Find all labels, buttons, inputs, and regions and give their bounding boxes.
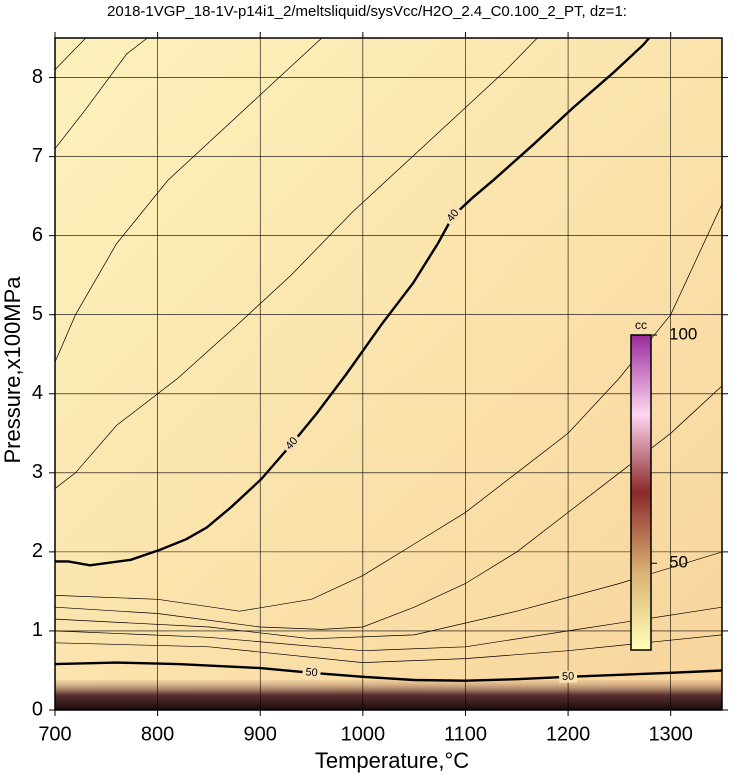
y-tick-label: 0: [32, 698, 43, 720]
contour-line: [55, 38, 538, 489]
colorbar-tick-label: 50: [669, 553, 688, 572]
y-tick-label: 3: [32, 461, 43, 483]
plot-background: [55, 38, 722, 710]
x-tick-label: 1200: [546, 723, 591, 745]
y-axis-label: Pressure,x100MPa: [0, 276, 25, 464]
contour-label-bg: [302, 666, 322, 680]
x-tick-label: 700: [38, 723, 71, 745]
dense-contour-band: [55, 680, 722, 710]
contour-label-bg: [281, 432, 303, 455]
contour-label-group: 50: [558, 670, 578, 684]
x-axis-label: Temperature,°C: [315, 748, 469, 773]
chart-title: 2018-1VGP_18-1V-p14i1_2/meltsliquid/sysV…: [107, 3, 627, 20]
colorbar-tick-label: 100: [669, 324, 697, 343]
y-tick-label: 2: [32, 540, 43, 562]
y-tick-label: 5: [32, 303, 43, 325]
contour-label-bg: [442, 205, 464, 227]
y-tick-label: 4: [32, 382, 43, 404]
contour-line: [55, 203, 722, 612]
contour-line: [55, 634, 722, 663]
x-tick-label: 900: [244, 723, 277, 745]
contour-line: [55, 551, 722, 640]
y-tick-label: 6: [32, 224, 43, 246]
y-tick-label: 8: [32, 66, 43, 88]
y-tick-label: 7: [32, 145, 43, 167]
x-tick-label: 1000: [341, 723, 386, 745]
contour-label-group: 40: [281, 432, 303, 455]
contour-label-bg: [558, 670, 578, 684]
contour-line: [55, 38, 87, 70]
contour-line: [55, 38, 148, 149]
contour-label-group: 40: [442, 205, 464, 227]
contour-line: [55, 385, 722, 630]
contours: 40 40 50 50: [55, 38, 722, 684]
contour-label: 50: [305, 666, 318, 679]
x-tick-label: 800: [141, 723, 174, 745]
contour-line: [55, 661, 722, 682]
contour-line: [55, 606, 722, 652]
x-tick-label: 1100: [444, 723, 487, 745]
contour-label-group: 50: [302, 666, 322, 680]
colorbar: cc 50 100: [630, 318, 697, 651]
colorbar-scale: [630, 334, 652, 651]
y-tick-label: 1: [32, 619, 43, 641]
contour-label: 40: [445, 207, 462, 224]
axes: 700 800 900 1000 1100 1200 1300 0 1 2 3 4 5 6 7 8: [32, 32, 728, 745]
colorbar-label: cc: [635, 318, 647, 332]
contour-line: [55, 38, 323, 363]
contour-label: 50: [562, 670, 575, 682]
contour-line: [55, 38, 651, 567]
plot-frame: [54, 37, 723, 711]
x-tick-label: 1300: [648, 723, 693, 745]
